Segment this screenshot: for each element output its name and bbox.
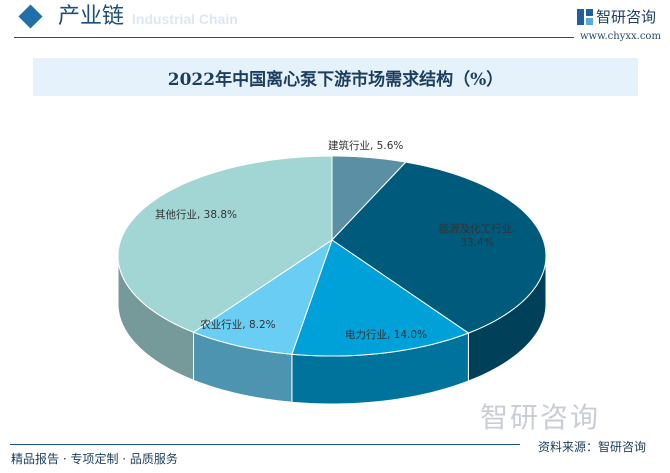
- watermark: 智研咨询: [480, 401, 601, 434]
- footer-divider: [10, 444, 520, 445]
- slice-label-1: 能源及化工行业,: [439, 222, 516, 235]
- pie-slice-2: [291, 239, 470, 357]
- brand-name: 智研咨询: [596, 8, 657, 26]
- slice-label-0: 建筑行业, 5.6%: [328, 139, 403, 152]
- slice-label-2: 电力行业, 14.0%: [345, 328, 427, 341]
- slice-value-1: 33.4%: [460, 237, 493, 249]
- pie-slice-1: [331, 161, 547, 334]
- section-title: 产业链: [58, 4, 125, 29]
- pie-slice-4: [117, 155, 333, 333]
- source-note: 资料来源：智研咨询: [538, 440, 647, 454]
- logo-icon: [577, 8, 593, 25]
- website: www.chyxx.com: [580, 31, 661, 42]
- slice-label-3: 农业行业, 8.2%: [200, 318, 275, 331]
- chart-title: 2022年中国离心泵下游市场需求结构（%）: [167, 69, 504, 90]
- footer-tagline: 精品报告 · 专项定制 · 品质服务: [11, 452, 178, 466]
- chart-title-box: 2022年中国离心泵下游市场需求结构（%）: [33, 58, 638, 96]
- slice-label-4: 其他行业, 38.8%: [155, 208, 237, 221]
- brand-logo: 智研咨询: [577, 6, 656, 27]
- pie-slice-3: [192, 238, 333, 355]
- pie-slice-0: [331, 155, 407, 242]
- section-subtitle: Industrial Chain: [132, 11, 238, 27]
- header-divider: [14, 37, 574, 38]
